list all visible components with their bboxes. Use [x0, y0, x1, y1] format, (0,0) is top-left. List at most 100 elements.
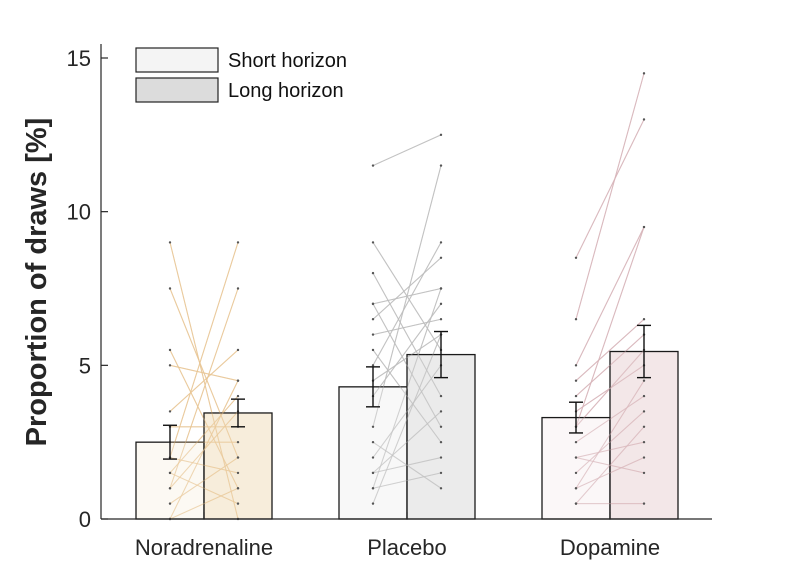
- participant-line-overlay: [575, 441, 645, 458]
- participant-line-overlay: [575, 426, 645, 504]
- y-tick-label: 5: [79, 353, 91, 378]
- participant-line-overlay: [169, 380, 239, 520]
- participant-line-overlay: [169, 457, 239, 505]
- participant-point: [371, 164, 375, 167]
- participant-line: [169, 242, 239, 458]
- bar-short-horizon: [338, 386, 408, 520]
- participant-line-overlay: [169, 349, 239, 489]
- participant-line: [372, 134, 442, 167]
- participant-point: [371, 440, 375, 444]
- participant-point: [236, 456, 240, 459]
- participant-point: [168, 471, 172, 475]
- participant-point: [574, 394, 578, 398]
- participant-point: [439, 287, 443, 290]
- participant-point: [642, 379, 646, 382]
- participant-line-overlay: [372, 318, 442, 336]
- participant-line-overlay: [372, 288, 442, 489]
- participant-point: [168, 364, 172, 367]
- participant-line-overlay: [575, 226, 645, 427]
- participant-line-overlay: [372, 457, 442, 474]
- participant-point: [168, 487, 172, 490]
- participant-line: [169, 364, 239, 382]
- y-tick-label: 15: [67, 46, 91, 71]
- participant-point: [439, 164, 443, 167]
- participant-line-overlay: [169, 288, 239, 489]
- participant-point: [439, 256, 443, 259]
- participant-point: [371, 425, 375, 428]
- participant-line-overlay: [372, 134, 442, 166]
- participant-point: [168, 410, 172, 413]
- participant-point: [371, 348, 375, 352]
- participant-point: [642, 410, 646, 413]
- participant-line-overlay: [575, 119, 645, 258]
- participant-point: [236, 241, 240, 244]
- participant-point: [642, 425, 646, 428]
- participant-line-overlay: [169, 487, 239, 520]
- participant-line-overlay: [575, 334, 645, 397]
- participant-line-overlay: [372, 272, 442, 397]
- participant-line: [575, 226, 645, 427]
- participant-point: [236, 487, 240, 490]
- participant-line: [372, 165, 442, 427]
- x-tick-label: Dopamine: [560, 535, 660, 560]
- participant-line: [575, 119, 645, 259]
- participant-line: [575, 73, 645, 320]
- bars: [135, 350, 679, 520]
- participant-point: [371, 241, 375, 244]
- participant-line-overlay: [372, 165, 442, 427]
- bar-long-horizon: [406, 353, 476, 520]
- participant-line-overlay: [372, 303, 442, 428]
- participant-line-overlay: [372, 257, 442, 320]
- legend-label-short: Short horizon: [228, 50, 347, 72]
- participant-point: [168, 287, 172, 290]
- participant-line-overlay: [372, 334, 442, 504]
- participant-point: [642, 502, 646, 505]
- participant-point: [439, 487, 443, 490]
- participant-point: [439, 394, 443, 398]
- participant-line-overlay: [169, 364, 239, 382]
- participant-line: [575, 226, 645, 366]
- participant-point: [371, 502, 375, 505]
- participant-line-overlay: [372, 242, 442, 351]
- participant-point: [574, 379, 578, 382]
- legend: Short horizon Long horizon: [135, 47, 347, 103]
- participant-line-overlay: [575, 318, 645, 382]
- participant-point: [642, 394, 646, 398]
- participant-point: [642, 318, 646, 321]
- legend-swatch-long: [135, 77, 219, 103]
- participant-point: [371, 456, 375, 459]
- participant-point: [574, 471, 578, 475]
- participant-line-overlay: [575, 457, 645, 474]
- participant-line-overlay: [372, 472, 442, 489]
- participant-line-overlay: [575, 349, 645, 428]
- participant-line-overlay: [169, 472, 239, 505]
- participant-point: [236, 394, 240, 398]
- participant-line: [372, 242, 442, 366]
- participant-point: [574, 456, 578, 459]
- participant-line-overlay: [169, 411, 239, 489]
- participant-point: [439, 241, 443, 244]
- participant-point: [642, 440, 646, 444]
- participant-line-overlay: [575, 73, 645, 320]
- participant-line-overlay: [372, 365, 442, 458]
- participant-line-overlay: [169, 242, 239, 458]
- participant-point: [236, 471, 240, 475]
- participant-line-overlay: [169, 288, 239, 458]
- participant-line-overlay: [372, 349, 442, 443]
- participant-point: [439, 410, 443, 413]
- participant-point: [574, 502, 578, 505]
- participant-point: [439, 133, 443, 137]
- participant-point: [642, 72, 646, 75]
- participant-line-overlay: [372, 441, 442, 489]
- participant-point: [439, 318, 443, 321]
- x-tick-label: Noradrenaline: [135, 535, 273, 560]
- participant-line-overlay: [169, 242, 239, 520]
- participant-point: [236, 440, 240, 444]
- participant-point: [642, 225, 646, 229]
- participant-point: [371, 302, 375, 306]
- participant-point: [642, 118, 646, 121]
- participant-point: [371, 364, 375, 367]
- participant-point: [642, 456, 646, 459]
- participant-line-overlay: [575, 226, 645, 366]
